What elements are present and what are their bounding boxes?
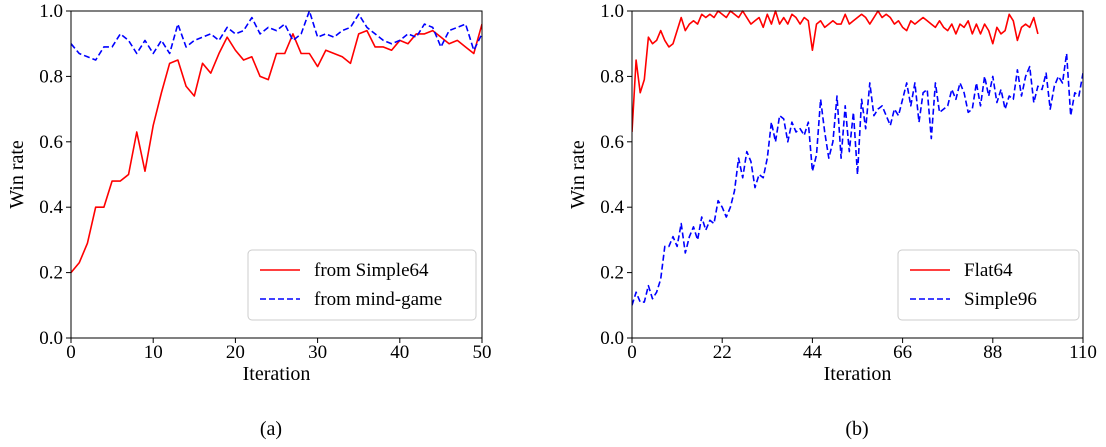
- x-tick-label: 44: [803, 342, 823, 363]
- y-tick-label: 0.8: [600, 66, 624, 87]
- x-axis-label: Iteration: [824, 363, 892, 385]
- legend-box: [897, 249, 1080, 321]
- x-tick-label: 22: [713, 342, 732, 363]
- legend: Flat64 Simple96: [897, 249, 1080, 321]
- x-tick-label: 0: [66, 342, 76, 363]
- y-tick-label: 0.8: [39, 66, 63, 87]
- y-tick-label: 0.2: [39, 263, 63, 284]
- x-tick-label: 88: [983, 342, 1002, 363]
- legend-label: Simple96: [964, 289, 1037, 310]
- y-tick-label: 0.2: [600, 263, 624, 284]
- x-tick-label: 110: [1069, 342, 1097, 363]
- y-tick-label: 0.0: [600, 328, 624, 349]
- chart-panel-b: 0 22 44 66 88 110 0.0 0.2 0.4 0.6 0.8 1.0 Iteration W…: [567, 1, 1097, 440]
- x-axis-label: Iteration: [243, 363, 311, 385]
- plot-frame: [631, 10, 1084, 339]
- series-line-from-simple64: [71, 23, 482, 274]
- y-axis-label: Win rate: [567, 140, 589, 209]
- y-tick-label: 1.0: [39, 1, 63, 22]
- chart-panel-a: 0 10 20 30 40 50 0.0 0.2 0.4 0.6 0.8 1.0 Iteration Wi…: [6, 1, 492, 440]
- x-tick-label: 40: [390, 342, 409, 363]
- series-line-flat64: [632, 10, 1039, 133]
- x-tick-label: 20: [226, 342, 245, 363]
- x-tick-label: 10: [144, 342, 163, 363]
- y-tick-label: 0.4: [39, 197, 63, 218]
- y-tick-label: 0.0: [39, 328, 63, 349]
- panel-caption: (a): [260, 418, 282, 440]
- legend-label: from Simple64: [314, 260, 429, 281]
- legend-label: Flat64: [964, 260, 1013, 281]
- plot-frame: [70, 10, 483, 339]
- x-tick-label: 50: [473, 342, 492, 363]
- x-tick-label: 66: [893, 342, 912, 363]
- y-tick-label: 0.6: [600, 132, 624, 153]
- legend-label: from mind-game: [314, 289, 442, 310]
- y-tick-label: 0.4: [600, 197, 624, 218]
- series-line-from-mind-game: [71, 10, 482, 61]
- y-axis-label: Win rate: [6, 140, 28, 209]
- x-tick-label: 30: [308, 342, 327, 363]
- y-tick-label: 1.0: [600, 1, 624, 22]
- legend-box: [247, 249, 477, 321]
- panel-caption: (b): [845, 418, 868, 440]
- legend: from Simple64 from mind-game: [247, 249, 477, 321]
- x-tick-label: 0: [627, 342, 637, 363]
- series-line-simple96: [632, 52, 1083, 306]
- y-tick-label: 0.6: [39, 132, 63, 153]
